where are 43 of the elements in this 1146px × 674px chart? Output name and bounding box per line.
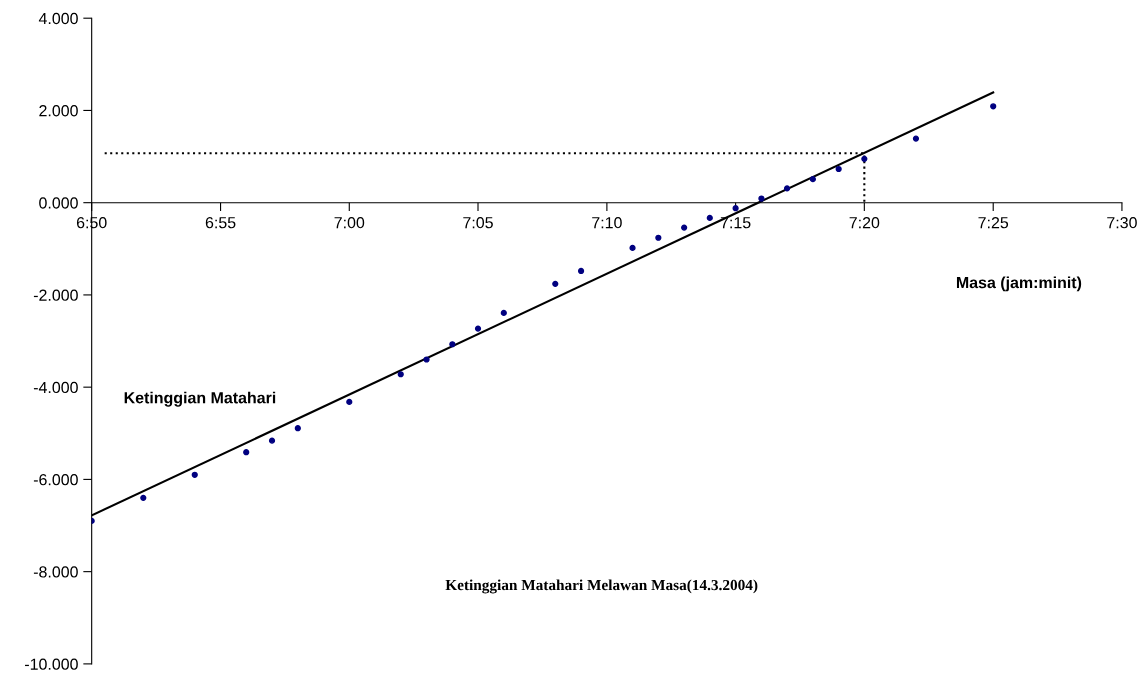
point bbox=[912, 135, 920, 142]
point bbox=[423, 356, 430, 363]
point bbox=[346, 398, 353, 406]
x-tick-label: 7:10 bbox=[592, 216, 622, 229]
point bbox=[577, 267, 585, 275]
y-tick-label: -2.000 bbox=[33, 289, 78, 301]
x-tick-label: 7:05 bbox=[463, 216, 493, 229]
point bbox=[758, 195, 765, 202]
point bbox=[191, 471, 198, 478]
x-tick-label: 7:15 bbox=[720, 217, 751, 229]
point bbox=[397, 371, 404, 378]
x-tick-label: 7:30 bbox=[1107, 216, 1137, 229]
point bbox=[809, 176, 816, 183]
point bbox=[449, 341, 456, 348]
point bbox=[629, 244, 636, 251]
point bbox=[783, 185, 791, 192]
text: Ketinggian Matahari Melawan Masa(14.3.2004) bbox=[445, 579, 758, 594]
y-tick-label: 2.000 bbox=[39, 105, 78, 117]
point bbox=[655, 234, 662, 241]
y-tick-label: -10.000 bbox=[25, 658, 78, 670]
y-tick-label: 4.000 bbox=[38, 12, 78, 25]
point bbox=[474, 325, 482, 332]
x-tick-label: 6:55 bbox=[205, 216, 236, 229]
y-tick-label: -6.000 bbox=[33, 474, 78, 486]
point bbox=[294, 425, 301, 432]
point bbox=[706, 214, 713, 222]
y-tick-label: 0.000 bbox=[39, 197, 78, 209]
point bbox=[990, 103, 997, 110]
x-tick-label: 7:00 bbox=[334, 216, 365, 229]
point bbox=[243, 449, 250, 456]
y-axis-title: Ketinggian Matahari bbox=[124, 391, 276, 407]
point bbox=[861, 155, 868, 162]
point bbox=[681, 224, 688, 231]
x-axis-title: Masa (jam:minit) bbox=[956, 276, 1082, 292]
y-tick-label: -8.000 bbox=[33, 566, 78, 578]
point bbox=[552, 280, 559, 287]
y-tick-label: -4.000 bbox=[33, 381, 78, 394]
x-tick-label: 7:25 bbox=[978, 216, 1009, 229]
point bbox=[268, 437, 276, 444]
x-tick-label: 7:20 bbox=[849, 216, 880, 229]
point bbox=[835, 165, 842, 173]
point bbox=[500, 309, 507, 317]
point bbox=[140, 494, 147, 501]
